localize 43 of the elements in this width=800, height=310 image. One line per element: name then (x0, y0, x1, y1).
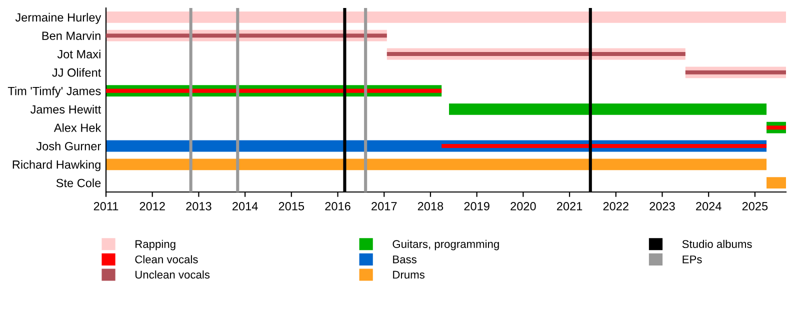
y-tick-label: Alex Hek (54, 123, 102, 132)
legend-label: Rapping (136, 240, 176, 250)
x-tick-label: 2018 (418, 202, 444, 210)
legend-label: Drums (393, 270, 424, 279)
x-tick-label: 2021 (556, 202, 582, 210)
bar (766, 177, 786, 189)
bar (766, 126, 786, 130)
x-tick-label: 2012 (140, 202, 165, 210)
x-tick-label: 2022 (603, 202, 628, 210)
legend-label: Unclean vocals (135, 270, 210, 279)
y-tick-label: Jermaine Hurley (15, 12, 102, 24)
legend-label: Clean vocals (135, 255, 198, 264)
x-tick-label: 2025 (742, 202, 768, 210)
x-tick-label: 2011 (94, 202, 118, 210)
y-tick-label: James Hewitt (30, 104, 102, 114)
x-tick-label: 2015 (278, 202, 304, 210)
y-tick-label: Ben Marvin (42, 31, 100, 40)
x-tick-label: 2020 (510, 202, 536, 210)
y-tick-label: Ste Cole (56, 178, 101, 188)
y-tick-label: Richard Hawking (12, 160, 100, 172)
y-tick-label: JJ Olifent (52, 68, 102, 77)
bar (449, 103, 767, 115)
bar (106, 34, 387, 38)
legend-label: EPs (682, 256, 702, 264)
bar (685, 70, 786, 74)
legend-label: Guitars, programming (392, 240, 499, 250)
y-tick-label: Josh Gurner (36, 142, 101, 150)
x-tick-label: 2019 (464, 202, 490, 210)
bar (386, 52, 686, 56)
legend-label: Bass (393, 256, 416, 264)
bar (106, 88, 442, 93)
legend-label: Studio albums (682, 240, 752, 248)
y-tick-label: Jot Maxi (57, 50, 100, 58)
x-tick-label: 2016 (325, 202, 350, 210)
x-tick-label: 2023 (650, 202, 675, 210)
bar (442, 144, 767, 148)
x-tick-label: 2013 (186, 202, 212, 210)
x-tick-label: 2017 (372, 202, 397, 210)
bar (106, 158, 767, 170)
x-tick-label: 2024 (696, 202, 722, 210)
x-tick-label: 2014 (232, 202, 258, 210)
y-tick-label: Tim 'Timfy' James (8, 86, 101, 98)
bar (106, 11, 786, 23)
